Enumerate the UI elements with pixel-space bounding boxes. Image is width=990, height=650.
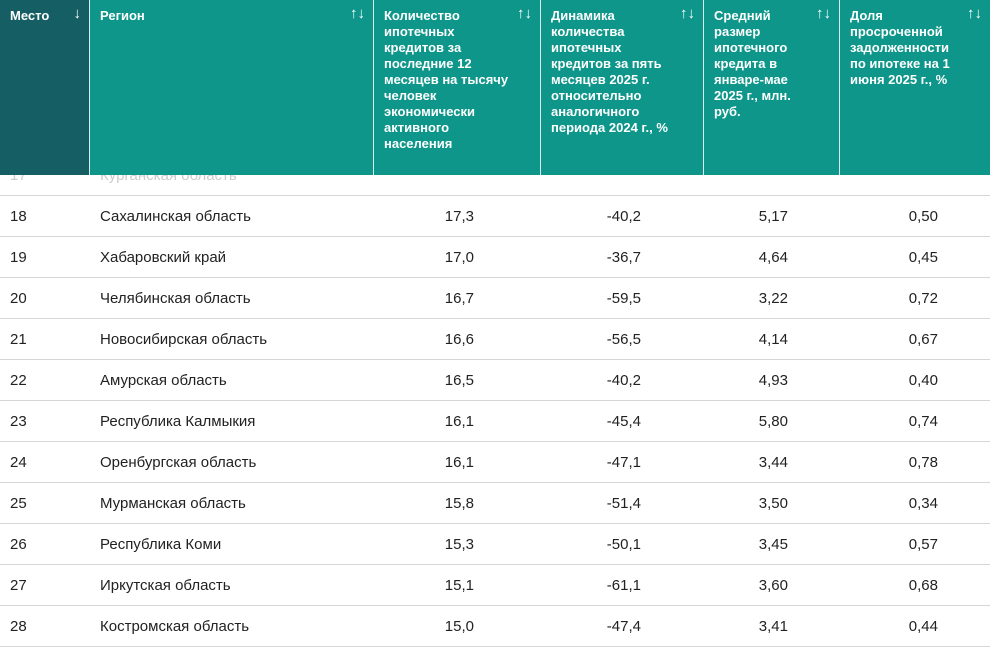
- rank-cell: 21: [10, 330, 27, 348]
- loan-dynamics-cell: -36,7: [606, 248, 641, 266]
- loan-dynamics-cell: -50,1: [606, 535, 641, 553]
- region-cell: Костромская область: [100, 617, 250, 635]
- overdue-share-cell: 0,34: [908, 494, 938, 512]
- region-cell: Республика Коми: [100, 535, 222, 553]
- sort-arrows-icon[interactable]: ↑↓: [816, 5, 831, 22]
- table-row: 26 Республика Коми 15,3 -50,1 3,45 0,57: [0, 524, 990, 565]
- table-row: 19 Хабаровский край 17,0 -36,7 4,64 0,45: [0, 237, 990, 278]
- rank-cell: 24: [10, 453, 27, 471]
- avg-loan-size-cell: 4,14: [758, 330, 788, 348]
- table-row: 18 Сахалинская область 17,3 -40,2 5,17 0,50: [0, 196, 990, 237]
- loan-dynamics-cell: -47,4: [606, 617, 641, 635]
- rank-cell: 26: [10, 535, 27, 553]
- loans-per-thousand-cell: 15,0: [444, 617, 474, 635]
- avg-loan-size-cell: 3,60: [758, 576, 788, 594]
- avg-loan-size-cell: 3,41: [758, 617, 788, 635]
- overdue-share-cell: 0,45: [908, 248, 938, 266]
- table-row: 24 Оренбургская область 16,1 -47,1 3,44 0,78: [0, 442, 990, 483]
- region-cell: Хабаровский край: [100, 248, 227, 266]
- avg-loan-size-cell: 4,93: [758, 371, 788, 389]
- overdue-share-cell: 0,40: [908, 371, 938, 389]
- avg-loan-size-cell: 4,64: [758, 248, 788, 266]
- table-header: Место ↓ Регион ↑↓ Количество ипотечных креди…: [0, 0, 990, 175]
- loans-per-thousand-cell: 16,5: [444, 371, 474, 389]
- table-row: 27 Иркутская область 15,1 -61,1 3,60 0,68: [0, 565, 990, 606]
- loan-dynamics-cell: -51,4: [606, 494, 641, 512]
- region-cell: Амурская область: [100, 371, 227, 389]
- loan-dynamics-cell: -45,4: [606, 412, 641, 430]
- region-cell: Иркутская область: [100, 576, 231, 594]
- avg-loan-size-cell: 5,80: [758, 412, 788, 430]
- avg-loan-size-cell: 3,44: [758, 453, 788, 471]
- column-header-loans-per-thousand[interactable]: Количество ипотечных кредитов за последн…: [374, 0, 541, 175]
- loans-per-thousand-cell: 16,7: [444, 289, 474, 307]
- sort-arrows-icon[interactable]: ↑↓: [517, 5, 532, 22]
- rank-cell: 20: [10, 289, 27, 307]
- avg-loan-size-cell: 3,22: [758, 289, 788, 307]
- loan-dynamics-cell: -40,2: [606, 371, 641, 389]
- table-row: 28 Костромская область 15,0 -47,4 3,41 0,44: [0, 606, 990, 647]
- loan-dynamics-cell: -56,5: [606, 330, 641, 348]
- overdue-share-cell: 0,72: [908, 289, 938, 307]
- overdue-share-cell: 0,78: [908, 453, 938, 471]
- loans-per-thousand-cell: 17,3: [444, 207, 474, 225]
- sort-arrows-icon[interactable]: ↑↓: [350, 5, 365, 22]
- rank-cell: 25: [10, 494, 27, 512]
- region-cell: Сахалинская область: [100, 207, 251, 225]
- loan-dynamics-cell: -61,1: [606, 576, 641, 594]
- column-header-label: Место: [10, 8, 50, 23]
- table-row: 21 Новосибирская область 16,6 -56,5 4,14 0,67: [0, 319, 990, 360]
- loans-per-thousand-cell: 16,1: [444, 453, 474, 471]
- avg-loan-size-cell: 3,45: [758, 535, 788, 553]
- table-row: 20 Челябинская область 16,7 -59,5 3,22 0,72: [0, 278, 990, 319]
- table-row: 22 Амурская область 16,5 -40,2 4,93 0,40: [0, 360, 990, 401]
- region-cell: Республика Калмыкия: [100, 412, 256, 430]
- sort-arrows-icon[interactable]: ↑↓: [967, 5, 982, 22]
- region-cell: Новосибирская область: [100, 330, 268, 348]
- column-header-overdue-share[interactable]: Доля просроченной задолженности по ипоте…: [840, 0, 990, 175]
- overdue-share-cell: 0,74: [908, 412, 938, 430]
- arrow-down-icon[interactable]: ↓: [73, 5, 82, 22]
- overdue-share-cell: 0,44: [908, 617, 938, 635]
- loans-per-thousand-cell: 15,8: [444, 494, 474, 512]
- sort-arrows-icon[interactable]: ↑↓: [680, 5, 695, 22]
- rank-cell: 22: [10, 371, 27, 389]
- column-header-rank[interactable]: Место ↓: [0, 0, 90, 175]
- loans-per-thousand-cell: 16,1: [444, 412, 474, 430]
- column-header-loan-dynamics[interactable]: Динамика количества ипотечных кредитов з…: [541, 0, 704, 175]
- rank-cell: 27: [10, 576, 27, 594]
- column-header-label: Средний размер ипотечного кредита в янва…: [714, 8, 791, 119]
- region-cell: Челябинская область: [100, 289, 251, 307]
- loans-per-thousand-cell: 15,1: [444, 576, 474, 594]
- loans-per-thousand-cell: 16,6: [444, 330, 474, 348]
- rank-cell: 18: [10, 207, 27, 225]
- avg-loan-size-cell: 3,50: [758, 494, 788, 512]
- loan-dynamics-cell: -40,2: [606, 207, 641, 225]
- loan-dynamics-cell: -59,5: [606, 289, 641, 307]
- loan-dynamics-cell: -47,1: [606, 453, 641, 471]
- column-header-label: Регион: [100, 8, 145, 23]
- region-cell: Оренбургская область: [100, 453, 257, 471]
- overdue-share-cell: 0,68: [908, 576, 938, 594]
- rank-cell: 28: [10, 617, 27, 635]
- overdue-share-cell: 0,57: [908, 535, 938, 553]
- overdue-share-cell: 0,67: [908, 330, 938, 348]
- loans-per-thousand-cell: 15,3: [444, 535, 474, 553]
- column-header-label: Количество ипотечных кредитов за последн…: [384, 8, 509, 151]
- loans-per-thousand-cell: 17,0: [444, 248, 474, 266]
- column-header-label: Доля просроченной задолженности по ипоте…: [850, 8, 950, 87]
- overdue-share-cell: 0,50: [908, 207, 938, 225]
- column-header-avg-loan-size[interactable]: Средний размер ипотечного кредита в янва…: [704, 0, 840, 175]
- table-body: 17 Курганская область 18 Сахалинская обла…: [0, 155, 990, 647]
- rank-cell: 19: [10, 248, 27, 266]
- rank-cell: 23: [10, 412, 27, 430]
- region-cell: Мурманская область: [100, 494, 246, 512]
- table-row: 25 Мурманская область 15,8 -51,4 3,50 0,34: [0, 483, 990, 524]
- avg-loan-size-cell: 5,17: [758, 207, 788, 225]
- column-header-region[interactable]: Регион ↑↓: [90, 0, 374, 175]
- table-row: 23 Республика Калмыкия 16,1 -45,4 5,80 0,74: [0, 401, 990, 442]
- column-header-label: Динамика количества ипотечных кредитов з…: [551, 8, 668, 135]
